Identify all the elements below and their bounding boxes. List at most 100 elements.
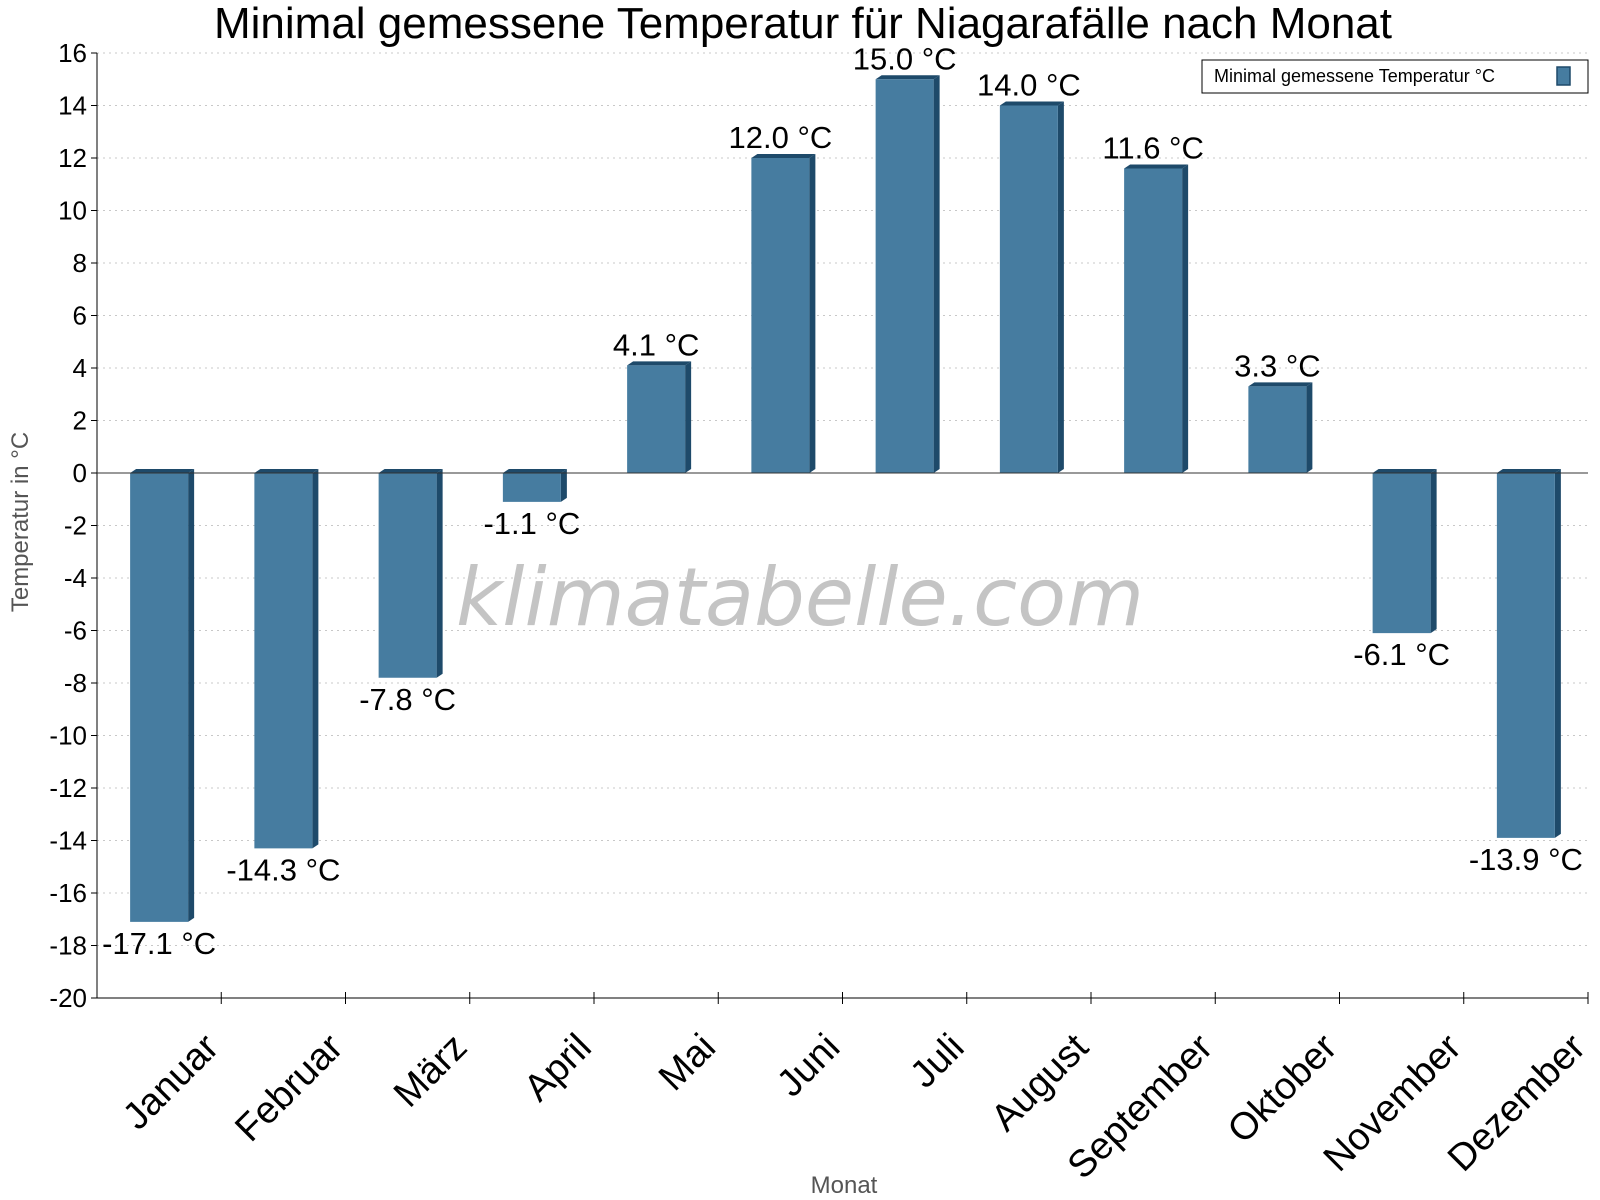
y-tick-label: 8 [73, 248, 87, 278]
bar-side [188, 469, 195, 922]
bar-front [254, 473, 313, 849]
y-tick-label: -18 [49, 931, 87, 961]
bar-top [130, 469, 195, 473]
x-tick-label: August [983, 1026, 1097, 1140]
y-tick-label: -6 [64, 616, 87, 646]
bar [1124, 164, 1189, 473]
bar [502, 469, 567, 502]
bar-top [627, 361, 692, 366]
bar [1248, 382, 1313, 473]
bar-side [560, 469, 567, 502]
bar-side [436, 469, 443, 678]
data-label: -14.3 °C [226, 852, 340, 887]
data-label: 11.6 °C [1102, 131, 1203, 166]
watermark: klimatabelle.com [456, 551, 1144, 644]
x-tick-label: Januar [115, 1026, 227, 1138]
bar-side [312, 469, 319, 849]
bar [1372, 469, 1437, 634]
bar-side [1554, 469, 1561, 838]
bar-front [1248, 386, 1307, 473]
y-tick-label: -16 [49, 878, 87, 908]
bar [378, 469, 443, 678]
y-tick-label: 2 [73, 406, 87, 436]
bar-front [378, 473, 437, 678]
bar-side [1306, 382, 1313, 473]
data-label: -13.9 °C [1469, 842, 1583, 877]
bar-front [627, 365, 686, 473]
y-tick-label: -20 [49, 983, 87, 1013]
y-axis-title: Temperatur in °C [7, 432, 34, 612]
bar-side [1182, 164, 1189, 473]
bar-top [502, 469, 567, 473]
chart-title: Minimal gemessene Temperatur für Niagara… [214, 0, 1392, 48]
bar-side [1057, 101, 1064, 473]
x-tick-label: Mai [651, 1026, 724, 1099]
data-label: -6.1 °C [1353, 637, 1450, 672]
bar [130, 469, 195, 922]
x-axis-title: Monat [811, 1172, 878, 1199]
x-tick-label: April [516, 1026, 599, 1109]
x-tick-label: Dezember [1440, 1026, 1594, 1180]
bar [627, 361, 692, 473]
legend: Minimal gemessene Temperatur °C [1201, 59, 1589, 94]
data-label: 4.1 °C [613, 327, 700, 362]
bars [130, 75, 1561, 922]
axes [91, 52, 1589, 1004]
bar-side [809, 154, 816, 473]
bar-front [1372, 473, 1431, 634]
y-tick-label: -8 [64, 668, 87, 698]
y-tick-label: 6 [73, 301, 87, 331]
x-tick-labels: Januar Februar März April Mai Juni Juli AugustS… [115, 1026, 1594, 1187]
x-tick-label: Oktober [1220, 1026, 1346, 1152]
bar-front [1124, 168, 1183, 473]
legend-swatch [1556, 66, 1571, 86]
bar [751, 154, 816, 473]
bar-top [1496, 469, 1561, 473]
data-label: 3.3 °C [1234, 348, 1321, 383]
bar [875, 75, 940, 473]
bar-top [1124, 164, 1189, 169]
y-tick-label: -14 [49, 826, 87, 856]
x-tick-label: Juni [769, 1026, 848, 1105]
y-tick-label: -12 [49, 773, 87, 803]
data-label: -7.8 °C [359, 682, 456, 717]
data-label: 14.0 °C [977, 68, 1081, 103]
data-label: -1.1 °C [483, 506, 580, 541]
data-labels: -17.1 °C -14.3 °C -7.8 °C -1.1 °C 4.1 °C 12.0… [102, 41, 1583, 961]
bar-top [254, 469, 319, 473]
bar-front [999, 105, 1058, 473]
data-label: 12.0 °C [729, 120, 833, 155]
y-tick-label: -4 [64, 563, 87, 593]
bar-front [502, 473, 561, 502]
bar-side [933, 75, 940, 473]
bar-top [875, 75, 940, 80]
y-tick-label: 12 [58, 143, 87, 173]
bar-side [1430, 469, 1437, 634]
y-tick-label: -2 [64, 511, 87, 541]
bar-top [1248, 382, 1313, 387]
y-tick-label: -10 [49, 721, 87, 751]
x-tick-label: März [386, 1026, 475, 1115]
bar-top [999, 101, 1064, 106]
bar-front [751, 158, 810, 473]
x-tick-label: Juli [902, 1026, 972, 1096]
bar [999, 101, 1064, 473]
data-label: 15.0 °C [853, 41, 957, 76]
x-tick-label: Februar [227, 1026, 351, 1150]
bar-side [685, 361, 692, 473]
legend-box [1201, 59, 1589, 94]
bar-front [130, 473, 189, 922]
y-tick-label: 0 [73, 458, 87, 488]
bar-front [875, 79, 934, 473]
bar-front [1496, 473, 1555, 838]
bar [1496, 469, 1561, 838]
y-tick-label: 4 [73, 353, 87, 383]
data-label: -17.1 °C [102, 926, 216, 961]
bar-top [751, 154, 816, 158]
bar-top [378, 469, 443, 473]
y-tick-label: 14 [58, 91, 87, 121]
grid-lines [97, 52, 1588, 999]
